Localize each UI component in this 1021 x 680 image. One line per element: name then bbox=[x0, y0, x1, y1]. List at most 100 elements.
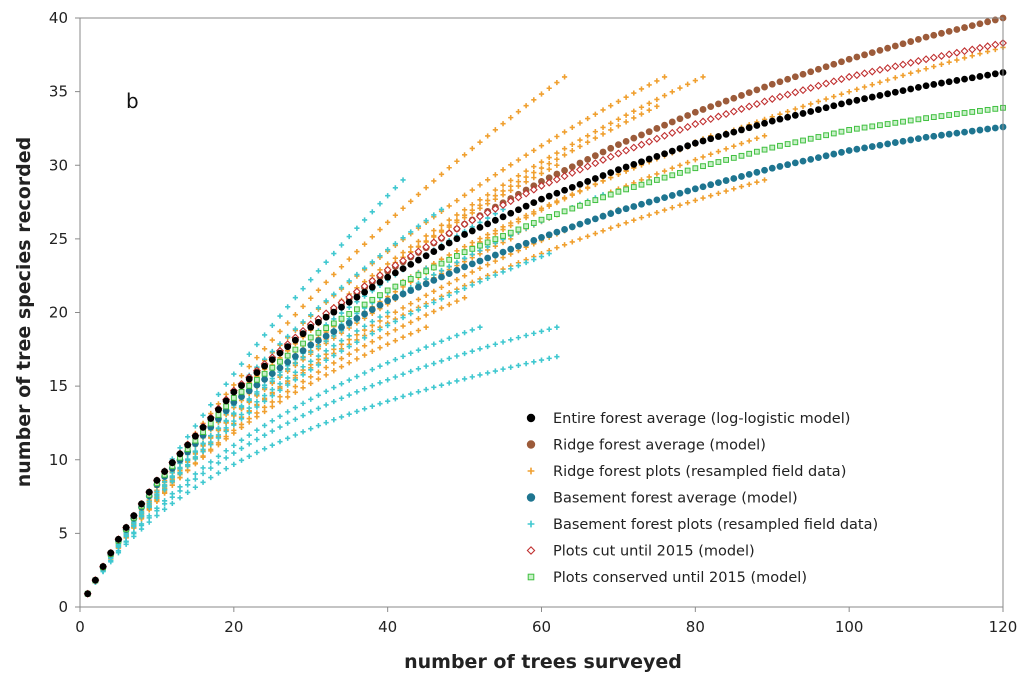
data-point bbox=[331, 271, 337, 278]
data-point bbox=[514, 193, 523, 202]
data-point bbox=[584, 218, 592, 225]
data-point bbox=[561, 146, 568, 152]
data-point bbox=[876, 46, 884, 54]
data-point bbox=[861, 144, 868, 152]
legend-marker bbox=[526, 493, 536, 502]
data-point bbox=[738, 126, 745, 134]
data-point bbox=[692, 165, 699, 172]
data-point bbox=[537, 181, 546, 190]
data-point bbox=[130, 512, 138, 520]
data-point bbox=[631, 217, 637, 223]
data-point bbox=[315, 376, 322, 382]
data-point bbox=[730, 175, 738, 182]
data-point bbox=[554, 354, 560, 360]
data-point bbox=[675, 125, 684, 134]
data-point bbox=[162, 486, 168, 493]
data-point bbox=[323, 348, 329, 354]
data-point bbox=[338, 264, 345, 270]
data-point bbox=[438, 171, 445, 177]
data-point bbox=[354, 306, 360, 313]
data-point bbox=[499, 248, 507, 256]
data-point bbox=[684, 167, 691, 174]
data-point bbox=[622, 205, 630, 213]
data-point bbox=[423, 268, 430, 275]
data-point bbox=[323, 259, 329, 265]
data-point bbox=[708, 151, 714, 157]
data-point bbox=[715, 133, 722, 140]
data-point bbox=[661, 207, 668, 213]
data-point bbox=[991, 124, 999, 132]
data-point bbox=[808, 101, 814, 107]
data-point bbox=[530, 220, 537, 226]
data-point bbox=[238, 437, 245, 443]
data-point bbox=[468, 216, 477, 225]
data-point bbox=[485, 262, 491, 268]
data-point bbox=[331, 384, 337, 391]
data-point bbox=[845, 147, 853, 154]
data-point bbox=[554, 133, 560, 140]
data-point bbox=[485, 343, 491, 350]
data-point bbox=[437, 233, 446, 242]
data-point bbox=[315, 287, 322, 293]
data-point bbox=[699, 117, 708, 126]
data-point bbox=[638, 177, 645, 183]
data-point bbox=[546, 355, 552, 361]
data-point bbox=[415, 307, 422, 313]
data-point bbox=[861, 51, 868, 59]
data-point bbox=[299, 347, 307, 355]
data-point bbox=[391, 293, 399, 301]
data-point bbox=[323, 388, 329, 394]
data-point bbox=[714, 112, 723, 121]
data-point bbox=[768, 95, 777, 103]
data-point bbox=[277, 381, 283, 387]
data-point bbox=[868, 67, 877, 76]
legend-label: Ridge forest average (model) bbox=[553, 438, 766, 454]
y-axis-title: number of tree species recorded bbox=[13, 137, 35, 488]
data-point bbox=[676, 145, 684, 152]
data-point bbox=[277, 413, 283, 419]
data-point bbox=[752, 100, 761, 108]
data-point bbox=[476, 257, 484, 265]
data-point bbox=[400, 393, 406, 400]
data-point bbox=[215, 406, 222, 414]
data-point bbox=[423, 363, 429, 369]
data-point bbox=[568, 223, 576, 231]
data-point bbox=[461, 255, 468, 261]
data-point bbox=[154, 512, 160, 519]
data-point bbox=[577, 188, 583, 194]
y-tick-label: 5 bbox=[58, 524, 68, 542]
data-point bbox=[338, 348, 345, 354]
data-point bbox=[446, 301, 452, 308]
data-point bbox=[300, 412, 306, 419]
data-point bbox=[400, 371, 406, 377]
data-point bbox=[331, 343, 337, 349]
data-point bbox=[392, 309, 398, 315]
data-point bbox=[969, 109, 976, 115]
data-point bbox=[645, 155, 653, 163]
data-point bbox=[630, 160, 638, 168]
data-point bbox=[277, 341, 283, 347]
data-point bbox=[438, 206, 445, 213]
data-point bbox=[638, 215, 645, 221]
data-point bbox=[269, 403, 275, 410]
data-point bbox=[91, 576, 99, 584]
data-point bbox=[822, 104, 830, 112]
data-point bbox=[600, 124, 606, 131]
data-point bbox=[231, 442, 237, 448]
data-point bbox=[285, 333, 291, 340]
data-point bbox=[377, 380, 383, 386]
data-point bbox=[169, 478, 175, 484]
data-point bbox=[246, 453, 252, 459]
data-point bbox=[623, 119, 629, 125]
data-point bbox=[883, 64, 892, 73]
data-point bbox=[392, 255, 398, 261]
data-point bbox=[638, 111, 645, 117]
data-point bbox=[131, 523, 137, 530]
data-point bbox=[377, 201, 383, 207]
data-point bbox=[208, 439, 214, 445]
data-point bbox=[830, 102, 838, 110]
data-point bbox=[292, 346, 299, 353]
data-point bbox=[246, 363, 252, 370]
data-point bbox=[561, 226, 568, 233]
data-point bbox=[745, 124, 753, 132]
